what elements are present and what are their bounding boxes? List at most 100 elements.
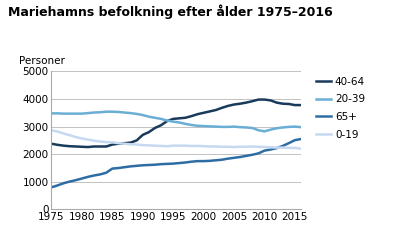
40-64	[293, 104, 297, 107]
40-64	[92, 145, 97, 148]
65+	[159, 163, 164, 166]
20-39	[268, 128, 273, 131]
65+	[73, 179, 78, 182]
20-39	[122, 111, 127, 114]
20-39	[183, 122, 188, 125]
65+	[189, 160, 194, 163]
20-39	[128, 112, 133, 114]
65+	[92, 174, 97, 177]
65+	[262, 149, 267, 152]
40-64	[152, 127, 157, 129]
0-19	[208, 145, 212, 148]
65+	[147, 164, 151, 166]
0-19	[122, 142, 127, 145]
65+	[122, 166, 127, 169]
0-19	[134, 143, 139, 146]
40-64	[208, 110, 212, 113]
0-19	[268, 146, 273, 149]
0-19	[98, 140, 103, 143]
Text: Personer: Personer	[19, 56, 65, 66]
20-39	[171, 120, 175, 123]
Line: 65+: 65+	[51, 139, 301, 187]
40-64	[201, 111, 206, 114]
65+	[286, 142, 291, 145]
40-64	[134, 139, 139, 142]
20-39	[189, 124, 194, 126]
65+	[219, 158, 224, 161]
40-64	[213, 109, 218, 111]
65+	[128, 165, 133, 168]
40-64	[280, 102, 285, 105]
65+	[256, 152, 261, 155]
20-39	[293, 125, 297, 128]
65+	[152, 163, 157, 166]
20-39	[55, 112, 60, 115]
40-64	[244, 101, 249, 104]
65+	[86, 175, 90, 178]
65+	[55, 184, 60, 187]
20-39	[244, 126, 249, 129]
0-19	[280, 146, 285, 149]
40-64	[147, 131, 151, 134]
20-39	[262, 130, 267, 133]
65+	[80, 177, 84, 180]
40-64	[189, 115, 194, 118]
40-64	[219, 106, 224, 109]
20-39	[152, 116, 157, 119]
20-39	[274, 127, 279, 130]
65+	[104, 171, 109, 174]
40-64	[286, 103, 291, 105]
40-64	[159, 124, 164, 127]
65+	[110, 167, 115, 170]
Line: 40-64: 40-64	[51, 99, 301, 147]
20-39	[208, 125, 212, 128]
40-64	[238, 102, 242, 105]
40-64	[299, 104, 303, 107]
40-64	[122, 142, 127, 145]
20-39	[165, 119, 169, 122]
20-39	[177, 121, 182, 124]
0-19	[55, 130, 60, 133]
0-19	[104, 141, 109, 144]
65+	[177, 162, 182, 164]
65+	[98, 173, 103, 176]
40-64	[262, 98, 267, 101]
40-64	[80, 145, 84, 148]
0-19	[226, 145, 230, 148]
0-19	[86, 138, 90, 141]
0-19	[256, 145, 261, 148]
0-19	[213, 145, 218, 148]
0-19	[195, 144, 200, 147]
20-39	[134, 113, 139, 115]
20-39	[67, 112, 72, 115]
0-19	[250, 145, 255, 148]
0-19	[147, 144, 151, 147]
20-39	[238, 126, 242, 129]
0-19	[244, 145, 249, 148]
0-19	[159, 144, 164, 147]
65+	[280, 144, 285, 147]
20-39	[61, 112, 66, 115]
20-39	[147, 115, 151, 118]
0-19	[219, 145, 224, 148]
20-39	[286, 125, 291, 128]
20-39	[195, 124, 200, 127]
40-64	[268, 99, 273, 102]
40-64	[274, 101, 279, 104]
40-64	[140, 134, 145, 136]
20-39	[219, 125, 224, 128]
0-19	[177, 144, 182, 147]
40-64	[73, 145, 78, 148]
20-39	[213, 125, 218, 128]
65+	[274, 147, 279, 149]
65+	[232, 156, 236, 159]
40-64	[256, 98, 261, 101]
65+	[208, 159, 212, 162]
65+	[116, 167, 121, 169]
0-19	[171, 144, 175, 147]
20-39	[140, 114, 145, 116]
20-39	[80, 112, 84, 115]
0-19	[116, 142, 121, 145]
40-64	[128, 141, 133, 144]
0-19	[80, 137, 84, 140]
